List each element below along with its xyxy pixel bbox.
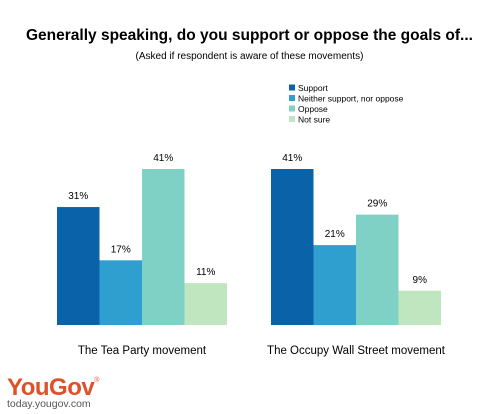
legend-label-oppose: Oppose: [298, 104, 328, 114]
bar-support-1: [57, 207, 100, 325]
data-label-support-2: 41%: [282, 153, 302, 164]
bar-neither-support-nor-oppose-1: [99, 260, 142, 325]
category-label-1: The Tea Party movement: [78, 345, 207, 357]
data-label-neither-support-nor-oppose-1: 17%: [111, 244, 131, 255]
legend-swatch-neither-support-nor-oppose: [289, 95, 295, 101]
bar-neither-support-nor-oppose-2: [313, 245, 356, 325]
legend-swatch-oppose: [289, 105, 295, 112]
chart-title: Generally speaking, do you support or op…: [26, 27, 473, 44]
data-label-not-sure-2: 9%: [413, 275, 428, 286]
bar-support-2: [271, 169, 314, 325]
data-label-support-1: 31%: [68, 191, 88, 202]
bar-oppose-1: [142, 169, 185, 325]
bar-oppose-2: [356, 214, 399, 325]
legend-swatch-not-sure: [289, 116, 295, 122]
category-label-2: The Occupy Wall Street movement: [267, 345, 446, 357]
data-label-oppose-1: 41%: [153, 153, 173, 164]
data-label-neither-support-nor-oppose-2: 21%: [325, 229, 345, 240]
data-label-not-sure-1: 11%: [196, 267, 215, 278]
chart-subtitle: (Asked if respondent is aware of these m…: [135, 51, 364, 62]
yougov-logo: YouGov®: [7, 374, 99, 402]
legend-label-not-sure: Not sure: [298, 115, 330, 125]
data-label-oppose-2: 29%: [367, 199, 387, 210]
logo-text: YouGov: [7, 374, 95, 401]
legend-label-support: Support: [298, 83, 328, 93]
registered-mark: ®: [94, 377, 99, 384]
source-url: today.yougov.com: [7, 398, 91, 410]
legend-swatch-support: [289, 84, 295, 91]
bar-not-sure-2: [398, 290, 441, 325]
legend-label-neither-support-nor-oppose: Neither support, nor oppose: [298, 94, 404, 104]
bar-not-sure-1: [184, 283, 227, 325]
